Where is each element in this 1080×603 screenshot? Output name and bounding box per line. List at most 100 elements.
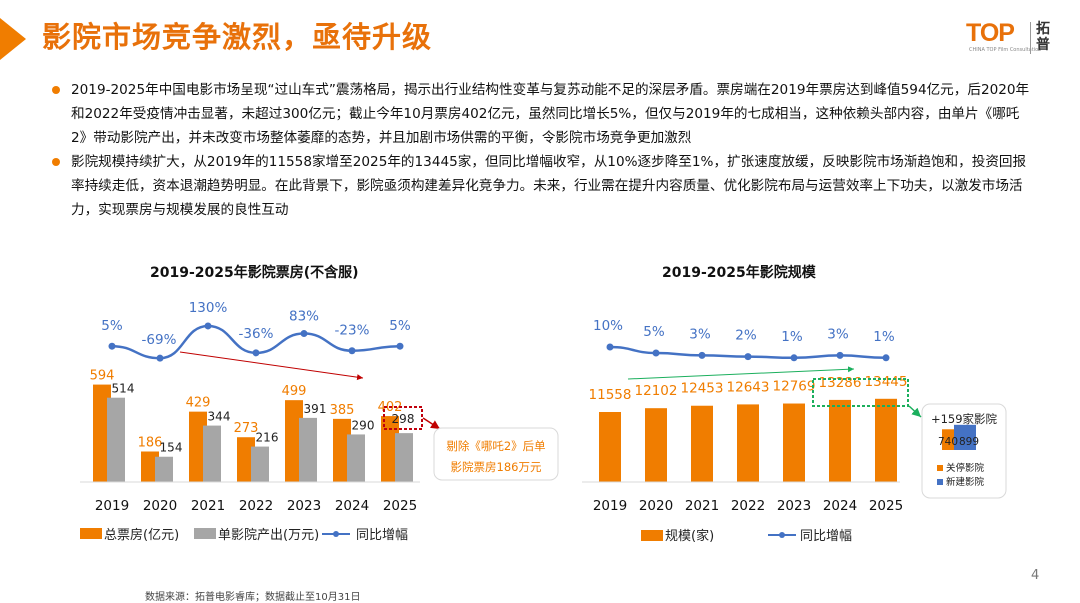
x-axis-tick-label: 2019	[95, 498, 129, 514]
legend-label-per-cinema-output: 单影院产出(万元)	[218, 528, 319, 543]
growth-rate-point	[204, 322, 212, 330]
x-axis-tick-label: 2020	[143, 498, 177, 514]
per-cinema-output-label: 216	[256, 431, 279, 445]
total-box-office-label: 273	[234, 421, 259, 436]
growth-rate-label: 1%	[781, 329, 803, 345]
logo-tagline: CHINA TOP Film Consultation	[969, 47, 1042, 53]
inset-closed-bar	[942, 429, 954, 450]
inset-card	[921, 403, 1007, 499]
x-axis-tick-label: 2023	[287, 498, 321, 514]
highlight-box-2024-2025	[812, 378, 909, 407]
growth-rate-point	[606, 343, 614, 351]
cinema-count-bar	[645, 408, 667, 482]
cinema-count-bar	[737, 404, 759, 482]
growth-rate-point	[348, 347, 356, 355]
per-cinema-output-bar	[347, 434, 365, 482]
growth-rate-label: 130%	[189, 300, 228, 316]
cinema-count-label: 12453	[681, 381, 724, 397]
growth-rate-point	[300, 330, 308, 338]
bullet-dot	[52, 158, 60, 166]
growth-rate-label: 2%	[735, 328, 757, 344]
box-office-chart-title: 2019-2025年影院票房(不含服)	[150, 265, 359, 281]
per-cinema-output-bar	[155, 456, 173, 482]
growth-rate-point	[652, 349, 660, 357]
growth-rate-label: 83%	[289, 309, 319, 325]
inset-pointer-arrow	[908, 405, 922, 418]
total-box-office-label: 594	[90, 369, 115, 384]
x-axis-tick-label: 2024	[823, 498, 857, 514]
total-box-office-bar	[141, 451, 159, 482]
inset-new-label: 899	[959, 436, 979, 448]
callout-text-line2: 影院票房186万元	[451, 460, 542, 474]
inset-closed-label: 740	[938, 436, 958, 448]
cinema-count-bar	[829, 399, 851, 482]
company-logo: TOP CHINA TOP Film Consultation 拓普	[966, 19, 1066, 59]
growth-rate-label: 1%	[873, 329, 895, 345]
growth-rate-label: 3%	[689, 326, 711, 342]
growth-rate-point	[156, 354, 164, 362]
growth-rate-point	[108, 342, 116, 350]
logo-mark: TOP	[966, 19, 1015, 47]
growth-rate-point	[882, 354, 890, 362]
bullet-paragraph-2: 影院规模持续扩大，从2019年的11558家增至2025年的13445家，但同比…	[48, 150, 1033, 222]
logo-chinese-name: 拓普	[1036, 21, 1050, 53]
cinema-count-label: 12769	[773, 379, 816, 395]
cinema-count-label: 13286	[819, 375, 862, 391]
per-cinema-output-bar	[299, 417, 317, 482]
x-axis-tick-label: 2025	[869, 498, 903, 514]
legend-point-growth-rate	[333, 531, 339, 537]
cinema-scale-chart-title: 2019-2025年影院规模	[662, 265, 816, 281]
per-cinema-output-bar	[203, 425, 221, 482]
x-axis-tick-label: 2025	[383, 498, 417, 514]
inset-legend-swatch-closed	[937, 465, 943, 471]
bullet-text-2: 影院规模持续扩大，从2019年的11558家增至2025年的13445家，但同比…	[71, 154, 1027, 218]
total-box-office-label: 499	[282, 384, 307, 399]
total-box-office-bar	[237, 437, 255, 482]
summary-text: 2019-2025年中国电影市场呈现“过山车式”震荡格局，揭示出行业结构性变革与…	[48, 78, 1033, 222]
cinema-scale-chart: 11558 2019 12102 2020 12453 2021 12643 2022 1276…	[582, 318, 1007, 544]
growth-rate-label: 5%	[101, 318, 123, 334]
data-source-note: 数据来源：拓普电影睿库；数据截止至10月31日	[145, 592, 361, 603]
per-cinema-output-label: 344	[208, 410, 231, 424]
legend-label-cinema-count: 规模(家)	[665, 528, 714, 544]
cinema-count-bar	[599, 412, 621, 482]
inset-title: +159家影院	[931, 412, 998, 426]
total-box-office-label: 186	[138, 435, 163, 450]
per-cinema-output-label: 391	[304, 402, 327, 416]
per-cinema-output-bar	[107, 397, 125, 482]
cinema-count-bar	[875, 398, 897, 482]
growth-rate-point	[790, 354, 798, 362]
inset-legend-swatch-new	[937, 479, 943, 485]
per-cinema-output-bar	[251, 446, 269, 482]
growth-rate-point	[252, 349, 260, 357]
page-title: 影院市场竞争激烈，亟待升级	[42, 20, 433, 54]
total-box-office-bar	[189, 411, 207, 482]
x-axis-tick-label: 2019	[593, 498, 627, 514]
x-axis-tick-label: 2022	[239, 498, 273, 514]
growth-rate-point	[836, 351, 844, 359]
legend-label-growth-rate: 同比增幅	[356, 528, 408, 543]
legend-swatch-total-box-office	[80, 528, 102, 539]
growth-rate-label: 5%	[643, 324, 665, 340]
growth-rate-label: 10%	[593, 318, 623, 334]
bullet-dot	[52, 86, 60, 94]
x-axis-tick-label: 2021	[191, 498, 225, 514]
growth-rate-label: -36%	[239, 326, 274, 342]
per-cinema-output-label: 514	[112, 382, 135, 396]
callout-text-line1: 剔除《哪吒2》后单	[446, 439, 545, 453]
cinema-count-bar	[783, 403, 805, 482]
x-axis-tick-label: 2020	[639, 498, 673, 514]
cinema-count-label: 13445	[865, 374, 908, 390]
legend-label-total-box-office: 总票房(亿元)	[104, 527, 179, 543]
logo-divider	[1030, 22, 1031, 54]
growth-rate-point	[744, 353, 752, 361]
growth-rate-point	[396, 342, 404, 350]
cinema-count-bar	[691, 405, 713, 482]
x-axis-tick-label: 2021	[685, 498, 719, 514]
total-box-office-bar	[381, 416, 399, 482]
cinema-count-label: 12643	[727, 379, 770, 395]
per-cinema-output-bar	[395, 433, 413, 482]
per-cinema-output-label: 154	[160, 441, 183, 455]
inset-new-bar	[954, 424, 976, 450]
total-box-office-bar	[285, 400, 303, 482]
